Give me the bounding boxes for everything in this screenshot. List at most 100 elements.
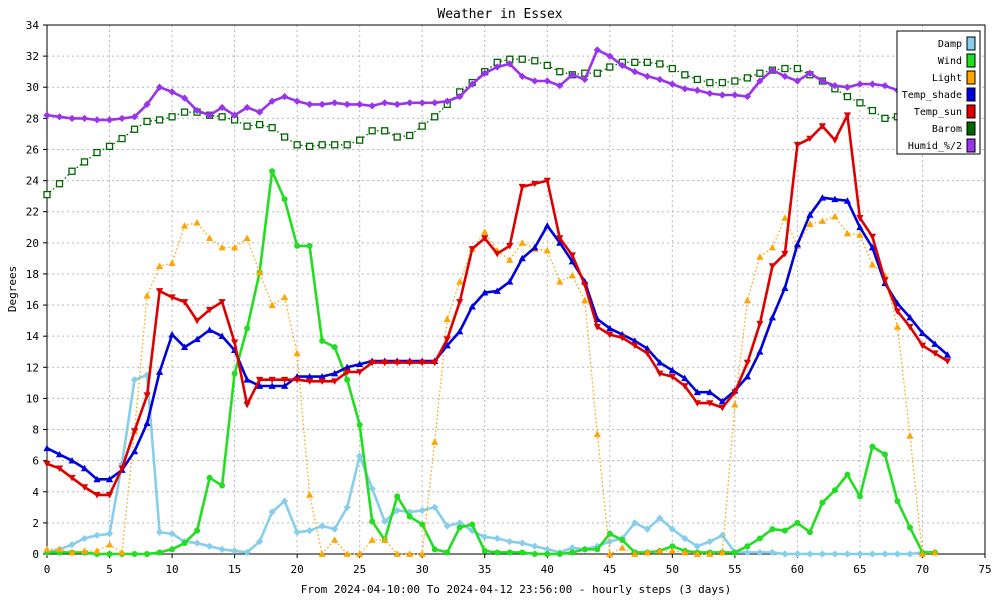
point-temp-sun-13 — [205, 306, 214, 314]
point-light-14 — [218, 243, 226, 251]
point-humid-2-24 — [343, 100, 351, 108]
point-damp-31 — [431, 503, 439, 511]
point-barom-26 — [368, 127, 376, 135]
legend-label-temp-shade: Temp_shade — [902, 90, 962, 101]
point-temp-shade-63 — [831, 195, 839, 203]
point-damp-37 — [506, 537, 514, 546]
point-light-71 — [931, 548, 939, 556]
point-temp-shade-64 — [843, 197, 852, 204]
point-wind-7 — [131, 551, 138, 557]
y-tick-label-16: 32 — [26, 50, 39, 63]
point-humid-2-6 — [118, 114, 126, 122]
point-barom-45 — [606, 63, 614, 71]
point-damp-13 — [205, 542, 214, 550]
series-light — [43, 212, 939, 557]
point-light-53 — [706, 550, 714, 557]
point-barom-0 — [43, 190, 51, 199]
point-temp-sun-40 — [543, 177, 551, 185]
point-temp-sun-3 — [80, 484, 89, 491]
point-temp-sun-63 — [831, 137, 839, 144]
point-humid-2-43 — [581, 75, 589, 84]
legend-label-barom: Barom — [932, 124, 962, 135]
point-temp-shade-70 — [918, 329, 927, 336]
point-temp-sun-18 — [268, 376, 276, 384]
point-temp-sun-22 — [318, 378, 326, 385]
point-temp-sun-24 — [343, 369, 351, 376]
point-light-30 — [418, 550, 426, 557]
point-temp-shade-4 — [93, 475, 101, 483]
point-wind-24 — [344, 376, 351, 383]
point-humid-2-58 — [768, 66, 776, 74]
point-humid-2-27 — [381, 99, 389, 107]
point-temp-sun-35 — [481, 235, 489, 242]
point-humid-2-23 — [331, 99, 339, 107]
point-damp-59 — [781, 550, 789, 558]
point-damp-60 — [793, 550, 801, 558]
x-tick-label-1: 5 — [106, 563, 113, 576]
point-damp-57 — [756, 548, 764, 557]
chart-title: Weather in Essex — [437, 7, 562, 22]
x-tick-label-13: 65 — [853, 563, 866, 576]
point-damp-61 — [806, 550, 814, 558]
point-barom-49 — [656, 60, 664, 68]
point-humid-2-65 — [856, 80, 864, 88]
point-humid-2-35 — [481, 69, 489, 77]
point-wind-12 — [194, 527, 201, 534]
point-light-38 — [518, 239, 526, 246]
legend-swatch-temp-shade — [966, 87, 976, 102]
point-temp-shade-57 — [756, 348, 764, 355]
point-damp-62 — [818, 550, 827, 558]
point-temp-sun-29 — [406, 359, 414, 367]
point-light-26 — [368, 536, 376, 543]
point-temp-shade-48 — [643, 345, 651, 352]
point-barom-20 — [293, 141, 301, 149]
point-light-41 — [556, 278, 564, 285]
point-barom-55 — [731, 77, 739, 85]
point-temp-sun-62 — [818, 123, 827, 130]
point-humid-2-1 — [55, 113, 64, 121]
y-tick-label-13: 26 — [26, 143, 39, 156]
point-wind-37 — [506, 549, 513, 556]
point-temp-shade-35 — [481, 289, 489, 296]
point-temp-sun-66 — [868, 233, 877, 241]
point-temp-shade-33 — [456, 327, 464, 335]
point-damp-42 — [568, 544, 576, 552]
point-barom-1 — [55, 180, 64, 188]
point-humid-2-54 — [718, 91, 726, 99]
point-humid-2-10 — [168, 88, 176, 96]
point-temp-sun-25 — [356, 369, 364, 376]
point-light-19 — [281, 293, 289, 301]
point-humid-2-42 — [568, 71, 576, 79]
point-damp-5 — [105, 530, 114, 538]
point-temp-sun-59 — [781, 250, 789, 258]
point-damp-66 — [868, 550, 877, 558]
point-temp-shade-25 — [356, 360, 364, 368]
legend-label-wind: Wind — [938, 56, 962, 67]
point-temp-sun-53 — [706, 400, 714, 407]
point-wind-30 — [419, 521, 426, 528]
point-light-65 — [856, 231, 864, 238]
point-temp-shade-21 — [306, 373, 314, 380]
point-barom-19 — [280, 133, 289, 141]
point-barom-3 — [80, 158, 89, 166]
point-humid-2-9 — [155, 83, 164, 91]
point-temp-sun-8 — [143, 392, 151, 399]
point-temp-sun-60 — [793, 141, 801, 149]
point-temp-shade-2 — [68, 457, 76, 464]
point-wind-23 — [331, 344, 338, 351]
point-temp-shade-53 — [706, 388, 714, 396]
point-humid-2-19 — [281, 92, 289, 101]
point-temp-shade-54 — [718, 397, 726, 405]
legend-label-humid-2: Humid_%/2 — [908, 141, 962, 152]
point-damp-26 — [368, 485, 376, 493]
point-barom-8 — [143, 117, 151, 126]
point-humid-2-66 — [868, 80, 877, 88]
point-humid-2-63 — [831, 82, 839, 90]
grid-lines — [47, 25, 985, 554]
point-light-49 — [656, 547, 664, 554]
point-damp-19 — [281, 497, 289, 505]
point-barom-41 — [556, 68, 564, 76]
point-light-13 — [205, 234, 214, 242]
point-wind-5 — [106, 551, 113, 557]
